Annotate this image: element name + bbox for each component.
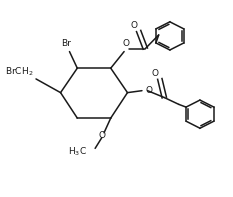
Text: BrCH$_2$: BrCH$_2$ (5, 65, 34, 78)
Text: Br: Br (61, 39, 71, 48)
Text: O: O (152, 69, 159, 78)
Text: O: O (123, 39, 130, 48)
Text: H$_3$C: H$_3$C (69, 145, 87, 158)
Text: O: O (130, 21, 137, 30)
Text: O: O (145, 86, 152, 95)
Text: O: O (98, 131, 105, 140)
